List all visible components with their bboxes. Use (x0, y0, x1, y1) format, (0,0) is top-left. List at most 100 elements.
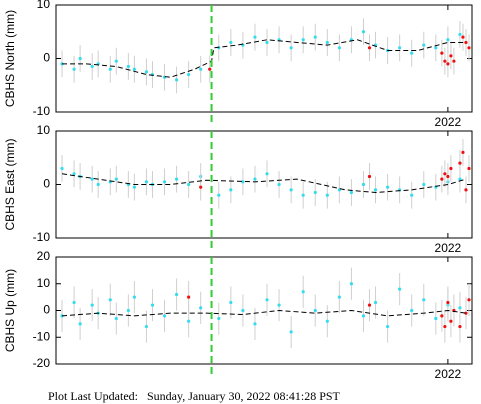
y-tick-label: 10 (37, 0, 51, 11)
x-tick-label: 2022 (435, 367, 462, 381)
data-point (313, 308, 317, 313)
data-point (217, 193, 221, 197)
data-point (461, 35, 465, 39)
data-point (217, 316, 221, 321)
data-point (301, 193, 305, 197)
data-point (422, 43, 426, 47)
data-point (464, 40, 468, 45)
data-point (467, 166, 471, 171)
data-point (90, 177, 94, 181)
data-point (132, 67, 136, 71)
data-point (464, 188, 468, 192)
y-tick-label: 0 (43, 51, 50, 65)
data-point (446, 62, 450, 66)
y-axis-label: CBHS East (mm) (3, 138, 17, 230)
data-point (434, 316, 438, 321)
data-point (187, 182, 191, 187)
data-point (446, 300, 450, 305)
data-point (422, 182, 426, 187)
data-point (253, 177, 257, 181)
data-point (229, 300, 233, 305)
data-point (361, 30, 366, 34)
data-point (277, 303, 281, 307)
data-point (337, 46, 341, 50)
y-tick-label: 10 (37, 276, 51, 290)
data-point (114, 59, 118, 63)
data-point (443, 59, 447, 63)
plot-frame (55, 4, 473, 113)
data-point (253, 322, 257, 326)
data-point (446, 174, 450, 179)
data-point (241, 180, 245, 184)
data-point (78, 322, 82, 326)
data-point (313, 35, 317, 39)
data-point (174, 78, 179, 82)
data-point (277, 182, 281, 187)
x-tick-label: 2022 (435, 115, 462, 129)
data-point (467, 298, 471, 302)
data-point (385, 185, 390, 189)
data-point (72, 300, 76, 305)
data-point (467, 46, 471, 50)
data-point (373, 188, 378, 192)
data-point (464, 311, 468, 315)
plot-frame (55, 256, 473, 365)
data-point (361, 182, 366, 187)
data-point (199, 67, 203, 71)
data-point (187, 319, 191, 323)
x-tick-label: 2022 (435, 241, 462, 255)
data-point (229, 40, 233, 45)
trend-line (61, 173, 467, 194)
data-point (458, 32, 462, 37)
plot-frame (55, 130, 473, 239)
y-tick-label: 10 (37, 123, 51, 137)
y-tick-label: 20 (37, 249, 51, 263)
data-point (367, 46, 372, 50)
data-point (449, 166, 453, 171)
data-point (253, 35, 257, 39)
data-point (349, 190, 354, 195)
data-point (144, 324, 149, 329)
data-point (410, 308, 414, 313)
data-point (199, 185, 203, 189)
data-point (265, 298, 269, 302)
data-point (458, 306, 462, 310)
data-point (289, 330, 293, 334)
data-point (443, 172, 447, 176)
data-point (361, 314, 366, 318)
data-point (410, 51, 414, 55)
data-point (367, 174, 372, 179)
data-point (144, 180, 149, 184)
y-tick-label: 0 (43, 303, 50, 317)
data-point (337, 295, 341, 299)
data-point (241, 308, 245, 313)
data-point (449, 54, 453, 58)
data-point (325, 40, 329, 45)
data-point (461, 150, 465, 154)
data-point (90, 303, 94, 307)
footer: Plot Last Updated: Sunday, January 30, 2… (48, 389, 341, 403)
trend-line (61, 309, 467, 317)
data-point (385, 324, 390, 329)
data-point (60, 166, 64, 171)
data-point (174, 177, 179, 181)
data-point (367, 303, 372, 307)
y-tick-label: 0 (43, 177, 50, 191)
data-point (96, 182, 100, 187)
y-tick-label: -10 (33, 104, 51, 118)
data-point (108, 67, 112, 71)
data-point (132, 185, 136, 189)
data-point (162, 75, 167, 79)
data-point (458, 161, 462, 165)
data-point (114, 177, 118, 181)
data-point (373, 300, 378, 305)
data-point (446, 38, 450, 42)
data-point (199, 306, 203, 310)
data-point (458, 324, 462, 329)
data-point (187, 72, 191, 77)
data-point (162, 180, 167, 184)
data-point (108, 298, 112, 302)
data-point (398, 46, 402, 50)
